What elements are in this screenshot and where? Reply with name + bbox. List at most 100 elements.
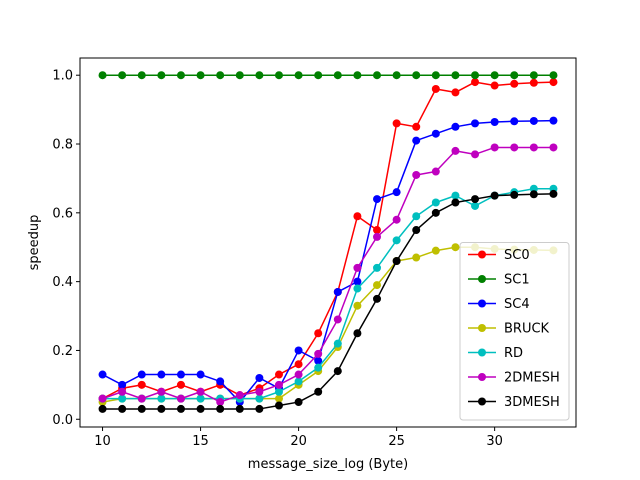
legend-label: 3DMESH	[504, 395, 560, 410]
data-point-2dmesh	[274, 380, 283, 389]
data-point-sc1	[216, 71, 225, 80]
data-point-sc0	[274, 370, 283, 379]
legend-item-2dmesh: 2DMESH	[468, 371, 560, 386]
data-point-3dmesh	[118, 404, 127, 413]
data-point-rd	[118, 394, 127, 403]
data-point-sc1	[392, 71, 401, 80]
data-point-3dmesh	[157, 404, 166, 413]
data-point-2dmesh	[451, 146, 460, 155]
data-point-sc1	[471, 71, 480, 80]
legend-swatch-marker	[478, 299, 486, 308]
data-point-sc0	[529, 78, 538, 87]
data-point-bruck	[353, 301, 362, 310]
data-point-sc1	[529, 71, 538, 80]
data-point-2dmesh	[392, 215, 401, 224]
x-tick-label: 30	[486, 434, 503, 449]
y-axis-label: speedup	[27, 215, 42, 271]
data-point-sc1	[98, 71, 107, 80]
data-point-sc4	[392, 188, 401, 197]
legend-label: SC4	[504, 297, 530, 312]
data-point-rd	[157, 394, 166, 403]
data-point-2dmesh	[176, 394, 185, 403]
legend-swatch-marker	[478, 250, 486, 259]
data-point-2dmesh	[196, 387, 205, 396]
data-point-2dmesh	[255, 387, 264, 396]
data-point-sc4	[157, 370, 166, 379]
data-point-2dmesh	[549, 143, 558, 152]
data-point-sc1	[176, 71, 185, 80]
data-point-3dmesh	[255, 404, 264, 413]
data-point-3dmesh	[216, 404, 225, 413]
data-point-rd	[274, 387, 283, 396]
data-point-rd	[333, 339, 342, 348]
series-sc1	[98, 71, 558, 80]
y-axis: 0.0 0.2 0.4 0.6 0.8 1.0	[52, 69, 80, 428]
data-point-sc4	[294, 346, 303, 355]
data-point-2dmesh	[333, 315, 342, 324]
data-point-bruck	[412, 253, 421, 262]
data-point-3dmesh	[196, 404, 205, 413]
data-point-bruck	[451, 243, 460, 252]
data-point-sc1	[294, 71, 303, 80]
data-point-sc4	[529, 116, 538, 125]
data-point-sc1	[137, 71, 146, 80]
legend-label: SC1	[504, 273, 530, 288]
data-point-sc1	[157, 71, 166, 80]
y-tick-label: 0.8	[52, 138, 73, 153]
x-tick-label: 15	[192, 434, 209, 449]
data-point-3dmesh	[235, 404, 244, 413]
data-point-3dmesh	[490, 191, 499, 200]
series-2dmesh	[98, 143, 558, 407]
y-tick-label: 0.2	[52, 344, 73, 359]
data-point-sc1	[274, 71, 283, 80]
data-point-3dmesh	[176, 404, 185, 413]
legend-label: BRUCK	[504, 322, 550, 337]
x-axis: 10 15 20 25 30	[94, 427, 503, 449]
data-point-sc4	[118, 380, 127, 389]
plot-frame	[79, 57, 577, 428]
data-point-2dmesh	[412, 170, 421, 179]
legend-label: RD	[504, 346, 523, 361]
data-point-bruck	[373, 281, 382, 290]
data-point-rd	[392, 236, 401, 245]
data-point-2dmesh	[235, 391, 244, 400]
series-sc4	[98, 116, 558, 407]
x-tick-label: 20	[290, 434, 307, 449]
legend-box	[459, 242, 570, 421]
data-point-sc4	[216, 377, 225, 386]
data-point-3dmesh	[294, 398, 303, 407]
data-point-3dmesh	[510, 190, 519, 199]
data-point-2dmesh	[118, 387, 127, 396]
data-point-rd	[314, 363, 323, 372]
data-point-sc4	[373, 195, 382, 204]
legend-swatch-marker	[478, 275, 486, 283]
data-point-3dmesh	[549, 189, 558, 198]
data-point-3dmesh	[412, 226, 421, 235]
data-point-3dmesh	[333, 367, 342, 376]
data-point-sc4	[431, 129, 440, 138]
x-axis-label: message_size_log (Byte)	[248, 457, 408, 472]
data-point-sc1	[314, 71, 323, 80]
legend-item-rd: RD	[468, 346, 523, 361]
data-point-sc1	[118, 71, 127, 80]
y-tick-label: 1.0	[52, 69, 73, 84]
data-point-sc4	[490, 117, 499, 126]
data-point-sc4	[314, 356, 323, 365]
data-point-2dmesh	[353, 263, 362, 272]
data-point-sc0	[373, 226, 382, 235]
data-point-2dmesh	[490, 143, 499, 152]
data-point-3dmesh	[274, 401, 283, 410]
data-point-sc1	[412, 71, 421, 80]
data-point-sc1	[196, 71, 205, 80]
data-point-sc1	[235, 71, 244, 80]
data-point-2dmesh	[373, 232, 382, 241]
data-point-sc0	[490, 81, 499, 90]
data-point-3dmesh	[373, 294, 382, 303]
data-point-2dmesh	[471, 150, 480, 159]
data-point-sc4	[333, 287, 342, 296]
data-point-3dmesh	[98, 404, 107, 413]
data-point-rd	[196, 394, 205, 403]
data-point-sc1	[333, 71, 342, 80]
x-tick-label: 25	[388, 434, 405, 449]
legend-swatch-marker	[478, 324, 486, 332]
